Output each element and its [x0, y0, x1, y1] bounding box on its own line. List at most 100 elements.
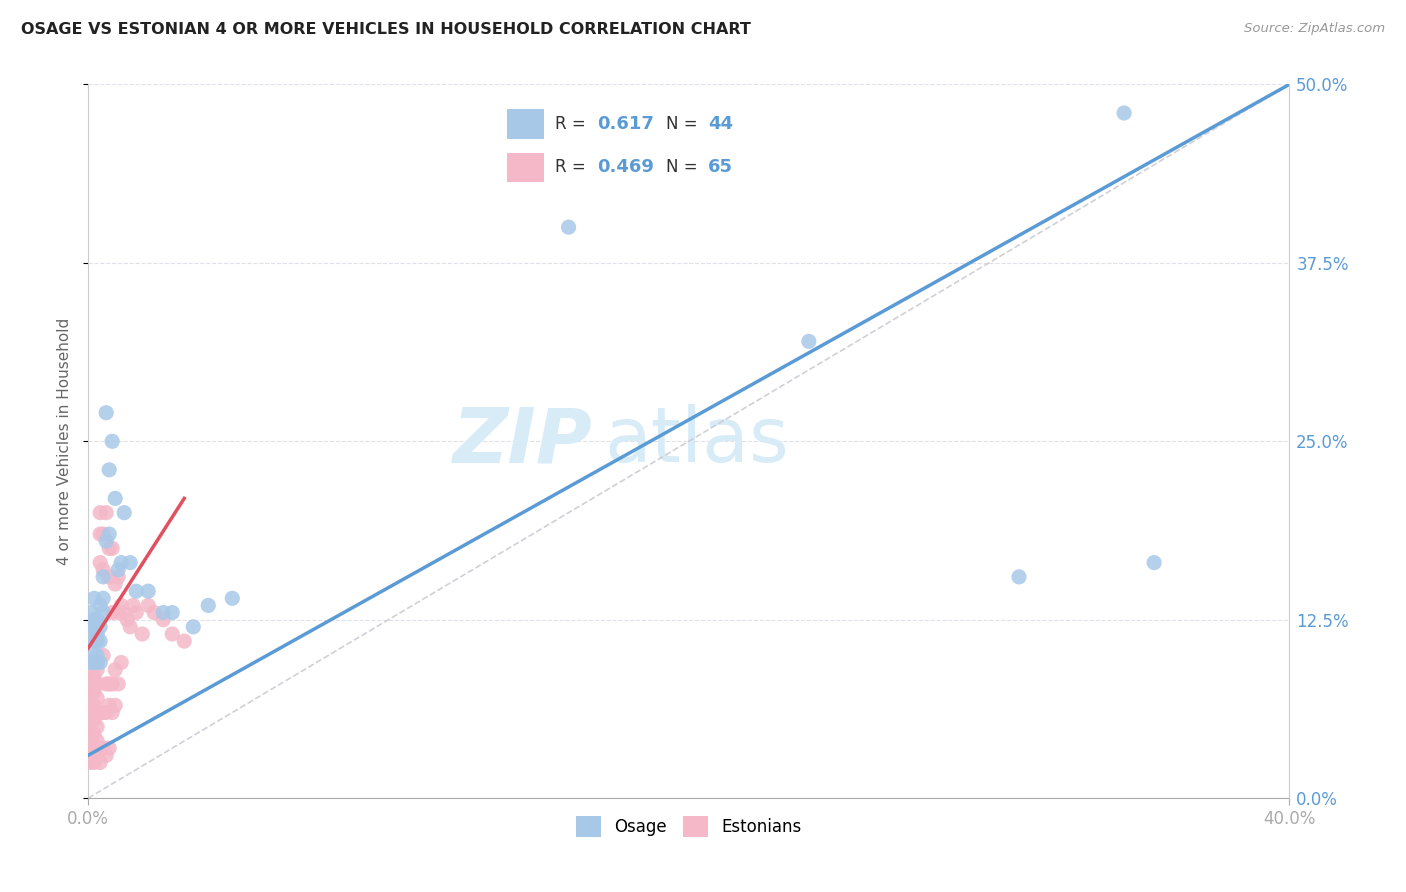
- Point: [152, 613, 174, 627]
- Point: [104, 698, 127, 713]
- Point: [80, 727, 103, 741]
- Point: [125, 606, 148, 620]
- Point: [83, 620, 105, 634]
- Point: [96, 677, 118, 691]
- Point: [83, 684, 105, 698]
- Point: [107, 677, 129, 691]
- Point: [107, 570, 129, 584]
- Point: [104, 491, 127, 506]
- Point: [86, 627, 108, 641]
- Point: [197, 599, 219, 613]
- Point: [1008, 570, 1031, 584]
- Point: [80, 656, 103, 670]
- Point: [86, 613, 108, 627]
- Text: atlas: atlas: [605, 404, 790, 478]
- Point: [89, 599, 111, 613]
- Point: [86, 656, 108, 670]
- Point: [143, 606, 166, 620]
- Point: [110, 599, 132, 613]
- Point: [83, 727, 105, 741]
- Point: [86, 720, 108, 734]
- Text: Source: ZipAtlas.com: Source: ZipAtlas.com: [1244, 22, 1385, 36]
- Point: [96, 748, 118, 763]
- Point: [96, 506, 118, 520]
- Point: [797, 334, 820, 349]
- Point: [98, 570, 121, 584]
- Point: [89, 706, 111, 720]
- Point: [91, 706, 114, 720]
- Point: [136, 599, 159, 613]
- Point: [89, 634, 111, 648]
- Point: [89, 506, 111, 520]
- Point: [1114, 106, 1136, 120]
- Point: [160, 627, 183, 641]
- Point: [91, 606, 114, 620]
- Point: [89, 620, 111, 634]
- Point: [112, 606, 135, 620]
- Point: [173, 634, 195, 648]
- Point: [104, 577, 127, 591]
- Point: [83, 698, 105, 713]
- Point: [86, 648, 108, 663]
- Point: [86, 734, 108, 748]
- Point: [101, 677, 124, 691]
- Point: [86, 691, 108, 706]
- Point: [101, 606, 124, 620]
- Point: [131, 627, 153, 641]
- Point: [120, 620, 142, 634]
- Point: [101, 706, 124, 720]
- Text: ZIP: ZIP: [453, 404, 592, 478]
- Point: [152, 606, 174, 620]
- Point: [91, 570, 114, 584]
- Point: [96, 406, 118, 420]
- Point: [122, 599, 145, 613]
- Point: [89, 656, 111, 670]
- Point: [80, 670, 103, 684]
- Point: [98, 541, 121, 556]
- Point: [80, 684, 103, 698]
- Point: [96, 706, 118, 720]
- Point: [80, 713, 103, 727]
- Point: [83, 634, 105, 648]
- Point: [110, 556, 132, 570]
- Point: [181, 620, 204, 634]
- Point: [107, 563, 129, 577]
- Point: [83, 670, 105, 684]
- Point: [221, 591, 243, 606]
- Point: [83, 713, 105, 727]
- Point: [136, 584, 159, 599]
- Point: [91, 527, 114, 541]
- Point: [89, 527, 111, 541]
- Point: [91, 591, 114, 606]
- Point: [83, 656, 105, 670]
- Point: [80, 606, 103, 620]
- Point: [89, 556, 111, 570]
- Point: [112, 506, 135, 520]
- Point: [80, 620, 103, 634]
- Point: [1143, 556, 1166, 570]
- Point: [110, 656, 132, 670]
- Point: [101, 434, 124, 449]
- Point: [115, 613, 138, 627]
- Point: [101, 541, 124, 556]
- Point: [83, 591, 105, 606]
- Point: [83, 613, 105, 627]
- Point: [89, 741, 111, 756]
- Point: [86, 634, 108, 648]
- Point: [107, 606, 129, 620]
- Point: [91, 648, 114, 663]
- Point: [120, 556, 142, 570]
- Point: [83, 741, 105, 756]
- Point: [96, 534, 118, 549]
- Point: [80, 756, 103, 770]
- Point: [80, 634, 103, 648]
- Y-axis label: 4 or more Vehicles in Household: 4 or more Vehicles in Household: [58, 318, 72, 565]
- Point: [98, 698, 121, 713]
- Legend: Osage, Estonians: Osage, Estonians: [569, 810, 808, 843]
- Point: [125, 584, 148, 599]
- Point: [98, 527, 121, 541]
- Point: [80, 656, 103, 670]
- Point: [91, 563, 114, 577]
- Point: [89, 756, 111, 770]
- Point: [98, 463, 121, 477]
